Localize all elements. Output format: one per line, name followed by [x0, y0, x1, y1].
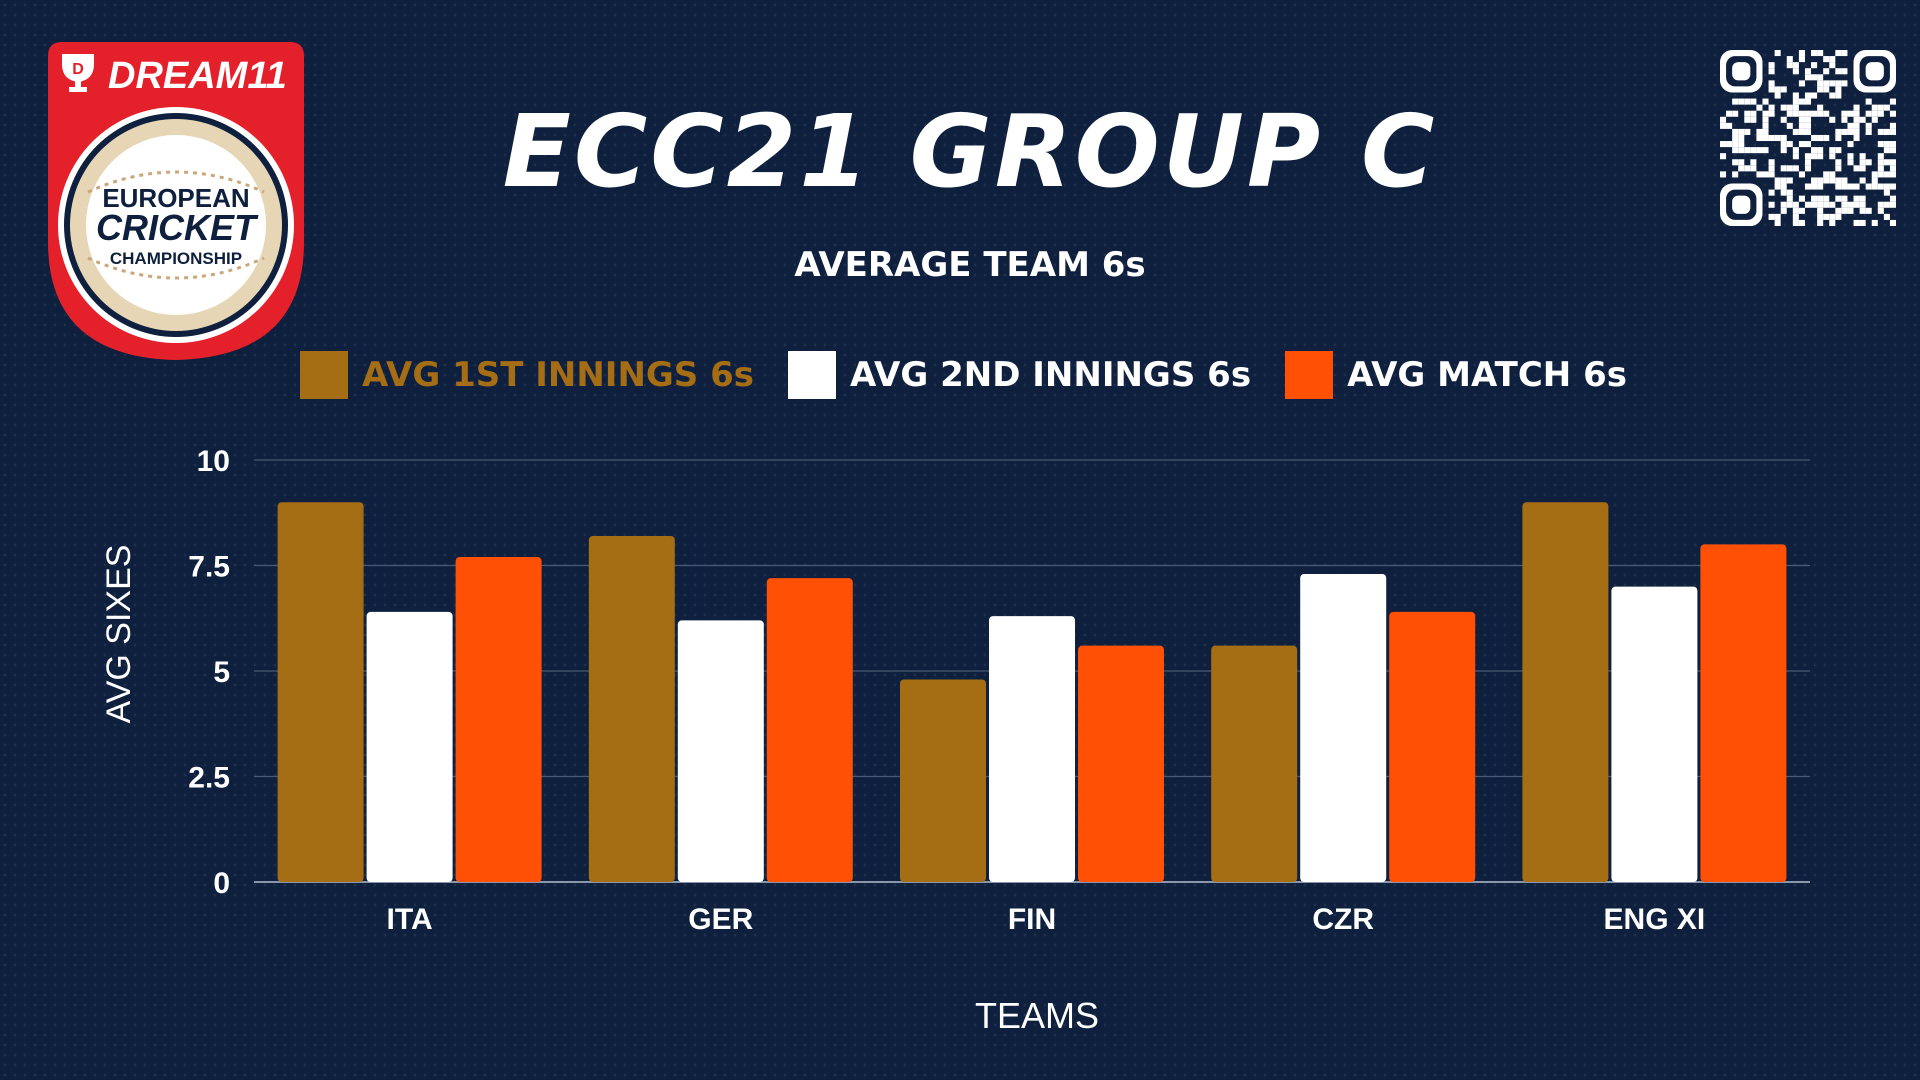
x-axis-label: TEAMS	[975, 995, 1099, 1036]
logo-text-line3: CHAMPIONSHIP	[110, 249, 242, 268]
y-tick-labels: 0 2.5 5 7.5 10	[188, 445, 230, 900]
y-tick-label: 5	[213, 656, 230, 689]
bar-fin-series-3	[1078, 645, 1164, 882]
x-tick-label: CZR	[1312, 903, 1374, 936]
legend-label-match: AVG MATCH 6s	[1347, 355, 1627, 395]
bar-czr-series-2	[1300, 573, 1387, 882]
page-title: ECC21 GROUP C	[502, 93, 1438, 210]
bar-fin-series-2	[989, 616, 1075, 882]
bar-ger-series-1	[588, 535, 675, 882]
legend-swatch-match	[1285, 351, 1334, 399]
chart-bars	[277, 502, 1787, 882]
y-axis-label: AVG SIXES	[100, 545, 138, 724]
legend-item-match: AVG MATCH 6s	[1285, 351, 1627, 399]
bar-eng-xi-series-2	[1611, 586, 1698, 882]
x-tick-label: ENG XI	[1604, 903, 1706, 936]
logo-brand-text: DREAM11	[108, 55, 287, 97]
bar-eng-xi-series-1	[1522, 502, 1609, 882]
x-tick-labels: ITA GER FIN CZR ENG XI	[387, 903, 1706, 936]
bar-czr-series-1	[1211, 645, 1298, 882]
y-tick-label: 7.5	[188, 551, 230, 584]
y-tick-label: 2.5	[188, 762, 230, 795]
y-tick-label: 0	[213, 867, 230, 900]
bar-ger-series-3	[766, 578, 853, 882]
x-tick-label: ITA	[387, 903, 433, 936]
legend-item-1st-innings: AVG 1ST INNINGS 6s	[300, 351, 754, 399]
svg-text:D: D	[72, 61, 84, 78]
bar-ita-series-3	[455, 557, 542, 882]
chart-subtitle: AVERAGE TEAM 6s	[794, 245, 1146, 285]
bar-ita-series-1	[277, 502, 364, 882]
y-tick-label: 10	[197, 445, 230, 478]
bar-fin-series-1	[900, 679, 986, 882]
qr-code-icon	[1720, 50, 1896, 226]
legend-swatch-1st-innings	[300, 351, 348, 399]
legend-swatch-2nd-innings	[788, 351, 837, 399]
dream11-ecc-logo: D DREAM11 EUROPEAN CRICKET CHAMPIONSHIP	[48, 42, 304, 360]
legend-label-1st-innings: AVG 1ST INNINGS 6s	[362, 355, 755, 395]
bar-ger-series-2	[677, 620, 764, 882]
legend-label-2nd-innings: AVG 2ND INNINGS 6s	[850, 355, 1252, 395]
x-tick-label: GER	[688, 903, 753, 936]
legend-item-2nd-innings: AVG 2ND INNINGS 6s	[788, 351, 1251, 399]
bar-ita-series-2	[366, 611, 453, 882]
logo-text-line1: EUROPEAN	[102, 183, 249, 213]
bar-eng-xi-series-3	[1700, 544, 1787, 882]
bar-czr-series-3	[1389, 611, 1476, 882]
trophy-icon: D	[62, 54, 94, 92]
chart-legend: AVG 1ST INNINGS 6s AVG 2ND INNINGS 6s AV…	[300, 349, 1627, 401]
logo-text-line2: CRICKET	[96, 207, 259, 248]
x-tick-label: FIN	[1008, 903, 1056, 936]
